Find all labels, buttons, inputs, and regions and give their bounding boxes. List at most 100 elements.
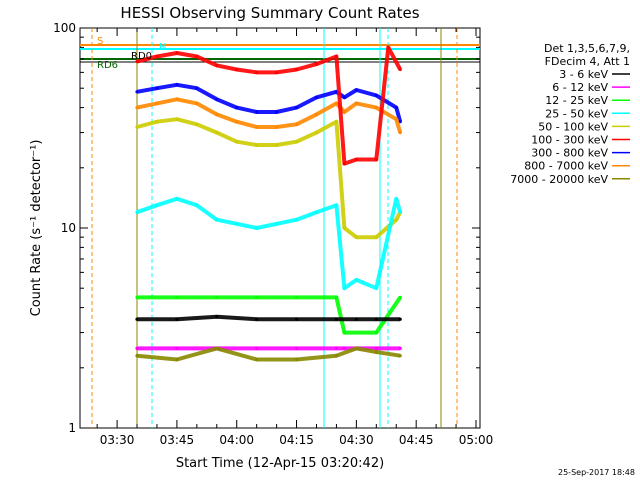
legend-label-0: 3 - 6 keV xyxy=(559,68,608,81)
annotation-rd0: RD0 xyxy=(131,51,152,62)
annotation-n: N xyxy=(159,42,166,53)
series-line-1 xyxy=(136,97,403,134)
series-2-point-10 xyxy=(334,120,338,124)
x-tick-label-5: 04:45 xyxy=(399,433,434,447)
series-7-point-1 xyxy=(175,346,179,350)
series-1-point-13 xyxy=(374,106,378,110)
series-1-point-2 xyxy=(175,97,179,101)
series-3-point-15 xyxy=(398,67,402,72)
series-6-point-7 xyxy=(374,317,378,321)
x-tick-label-6: 05:00 xyxy=(459,433,494,447)
series-1-point-4 xyxy=(215,112,219,116)
series-1-point-12 xyxy=(354,101,358,105)
series-0-point-2 xyxy=(175,83,179,87)
series-5-point-2 xyxy=(215,295,219,299)
series-6-point-2 xyxy=(215,315,219,319)
legend-header-line-1: Det 1,3,5,6,7,9, xyxy=(544,42,630,55)
series-1-point-1 xyxy=(155,101,159,105)
series-3-point-1 xyxy=(155,54,159,59)
series-4-point-8 xyxy=(295,218,299,222)
series-3-point-11 xyxy=(342,162,346,166)
legend-label-3: 25 - 50 keV xyxy=(545,107,608,120)
series-1-point-3 xyxy=(195,101,199,105)
series-3-point-0 xyxy=(135,59,139,64)
series-6-point-4 xyxy=(295,317,299,321)
series-8-point-8 xyxy=(398,354,402,358)
series-0-point-13 xyxy=(374,93,378,97)
series-1-point-9 xyxy=(314,112,319,116)
series-3-point-7 xyxy=(275,70,279,74)
series-5-point-0 xyxy=(135,295,139,299)
series-1-point-5 xyxy=(235,120,239,124)
series-0-point-8 xyxy=(295,106,299,110)
series-3 xyxy=(135,45,402,166)
series-2 xyxy=(135,117,402,240)
y-tick-label-1: 10 xyxy=(61,221,76,235)
series-8-point-1 xyxy=(175,357,179,362)
x-tick-label-4: 04:30 xyxy=(339,433,374,447)
series-4-point-12 xyxy=(354,278,358,282)
series-8-point-4 xyxy=(295,357,299,362)
series-3-point-12 xyxy=(354,157,358,162)
series-2-point-5 xyxy=(235,140,239,144)
series-6-point-8 xyxy=(398,317,402,321)
series-0-point-11 xyxy=(342,95,346,99)
series-5-point-6 xyxy=(342,331,346,335)
series-line-4 xyxy=(136,196,403,291)
series-5 xyxy=(135,295,402,335)
series-3-point-10 xyxy=(334,54,338,59)
series-6-point-0 xyxy=(135,317,139,321)
series-5-point-4 xyxy=(295,295,299,299)
series-4-point-15 xyxy=(398,210,402,214)
axes-layer: 1 10 100 03:30 03:45 04:00 04:15 04:30 04:45 05:0… xyxy=(53,21,493,447)
series-3-point-6 xyxy=(255,70,259,74)
series-4-point-14 xyxy=(394,197,398,201)
chart-title: HESSI Observing Summary Count Rates xyxy=(120,4,419,22)
series-7-point-0 xyxy=(135,346,139,350)
series-5-point-8 xyxy=(398,295,402,299)
series-2-point-0 xyxy=(135,125,139,129)
series-2-point-3 xyxy=(195,122,199,126)
series-3-point-2 xyxy=(175,51,179,55)
legend-label-1: 6 - 12 keV xyxy=(552,81,608,94)
series-1-point-8 xyxy=(295,122,299,126)
series-4-point-1 xyxy=(155,203,159,207)
series-4-point-7 xyxy=(275,222,279,226)
series-0-point-5 xyxy=(235,106,239,110)
series-6-point-5 xyxy=(334,317,338,321)
series-4-point-0 xyxy=(135,210,139,214)
series-2-point-1 xyxy=(155,120,159,124)
series-2-point-4 xyxy=(215,131,219,135)
series-6-point-6 xyxy=(354,317,358,321)
series-8-point-0 xyxy=(135,354,139,358)
series-5-point-1 xyxy=(175,295,179,299)
series-2-point-8 xyxy=(295,140,299,144)
series-5-point-3 xyxy=(255,295,259,299)
legend-label-6: 300 - 800 keV xyxy=(531,147,608,160)
series-0-point-15 xyxy=(398,120,402,124)
series-2-point-13 xyxy=(374,235,378,239)
series-4-point-3 xyxy=(195,203,199,207)
series-line-3 xyxy=(136,45,402,166)
series-4-point-4 xyxy=(215,218,219,222)
series-4-point-13 xyxy=(374,286,378,290)
x-axis-label: Start Time (12-Apr-15 03:20:42) xyxy=(176,456,384,471)
series-3-point-13 xyxy=(374,157,378,162)
y-tick-label-0: 1 xyxy=(68,421,76,435)
series-7-point-3 xyxy=(255,346,259,350)
x-tick-label-0: 03:30 xyxy=(100,433,135,447)
series-6-point-3 xyxy=(255,317,259,321)
series-4-point-11 xyxy=(342,286,346,290)
legend-header-line-2: FDecim 4, Att 1 xyxy=(545,55,630,68)
series-2-point-14 xyxy=(394,218,398,222)
series-8 xyxy=(135,346,402,362)
series-1 xyxy=(135,97,403,135)
series-line-5 xyxy=(137,295,402,335)
series-4-point-10 xyxy=(334,203,338,207)
legend-label-8: 7000 - 20000 keV xyxy=(510,173,608,186)
series-8-point-6 xyxy=(354,346,358,350)
series-3-point-5 xyxy=(235,67,239,72)
series-8-point-5 xyxy=(334,354,338,358)
series-0-point-7 xyxy=(275,110,279,114)
series-6-point-1 xyxy=(175,317,179,321)
